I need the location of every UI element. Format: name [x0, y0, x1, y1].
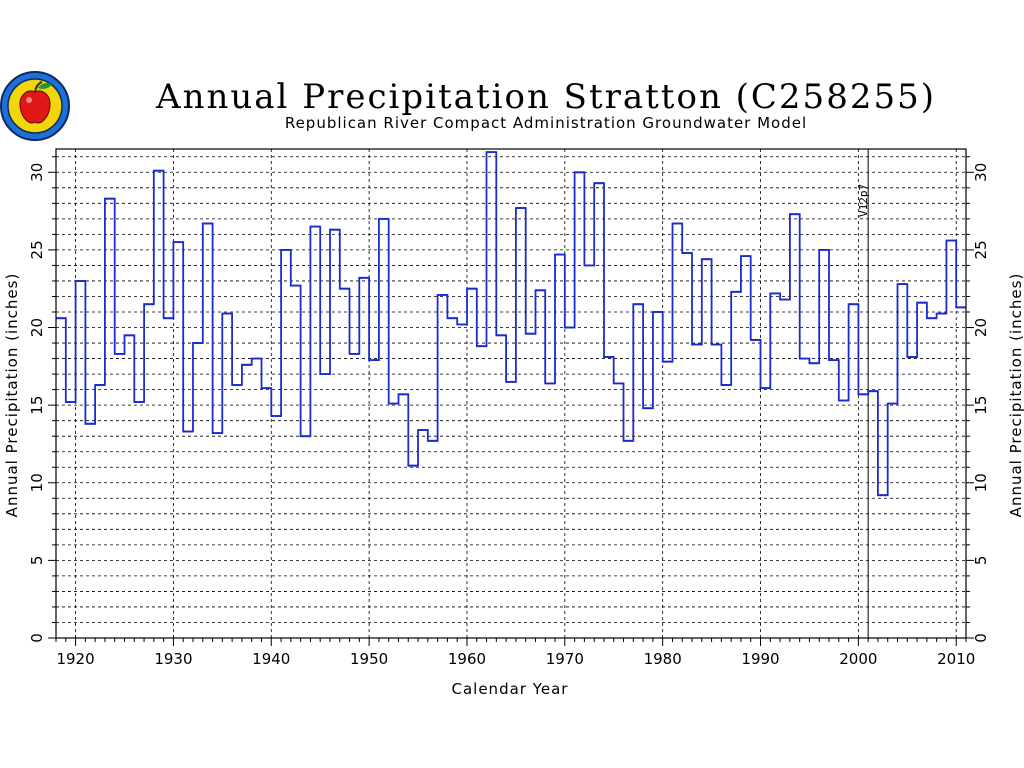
x-tick-label: 1940	[252, 650, 290, 668]
chart-title: Annual Precipitation Stratton (C258255)	[155, 77, 936, 117]
y-axis-title-left: Annual Precipitation (inches)	[3, 273, 21, 518]
y-tick-label-right: 15	[972, 396, 990, 415]
grid	[56, 149, 966, 638]
x-tick-label: 1980	[644, 650, 682, 668]
x-tick-label: 2010	[937, 650, 975, 668]
y-tick-label: 25	[28, 240, 46, 259]
y-ticks-left: 0 5 10 15 20 25 30	[28, 156, 56, 643]
rrca-logo	[0, 71, 70, 141]
y-tick-label: 10	[28, 473, 46, 492]
x-tick-label: 1950	[350, 650, 388, 668]
x-tick-label: 1930	[154, 650, 192, 668]
x-ticks: 1920 1930 1940 1950 1960 1970 1980 1990 2000 2010	[55, 638, 975, 668]
x-axis-title: Calendar Year	[452, 680, 569, 698]
y-tick-label-right: 20	[972, 318, 990, 337]
annotation-label: V12p7	[857, 184, 870, 217]
y-tick-label-right: 30	[972, 163, 990, 182]
y-tick-label-right: 5	[972, 556, 990, 566]
y-tick-label-right: 25	[972, 240, 990, 259]
chart-subtitle: Republican River Compact Administration …	[285, 114, 807, 132]
x-tick-label: 1970	[546, 650, 584, 668]
y-tick-label: 15	[28, 396, 46, 415]
y-tick-label: 5	[28, 556, 46, 566]
plot-frame	[55, 148, 967, 639]
y-ticks-right: 0 5 10 15 20 25 30	[966, 156, 990, 643]
y-tick-label: 20	[28, 318, 46, 337]
y-tick-label: 0	[28, 633, 46, 643]
series-group	[56, 151, 966, 497]
x-tick-label: 1960	[448, 650, 486, 668]
y-tick-label-right: 0	[972, 633, 990, 643]
x-tick-label: 2000	[839, 650, 877, 668]
precipitation-step-line	[56, 151, 966, 497]
x-tick-label: 1920	[56, 650, 94, 668]
y-tick-label-right: 10	[972, 473, 990, 492]
y-axis-title-right: Annual Precipitation (inches)	[1007, 273, 1024, 518]
y-tick-label: 30	[28, 163, 46, 182]
x-tick-label: 1990	[741, 650, 779, 668]
